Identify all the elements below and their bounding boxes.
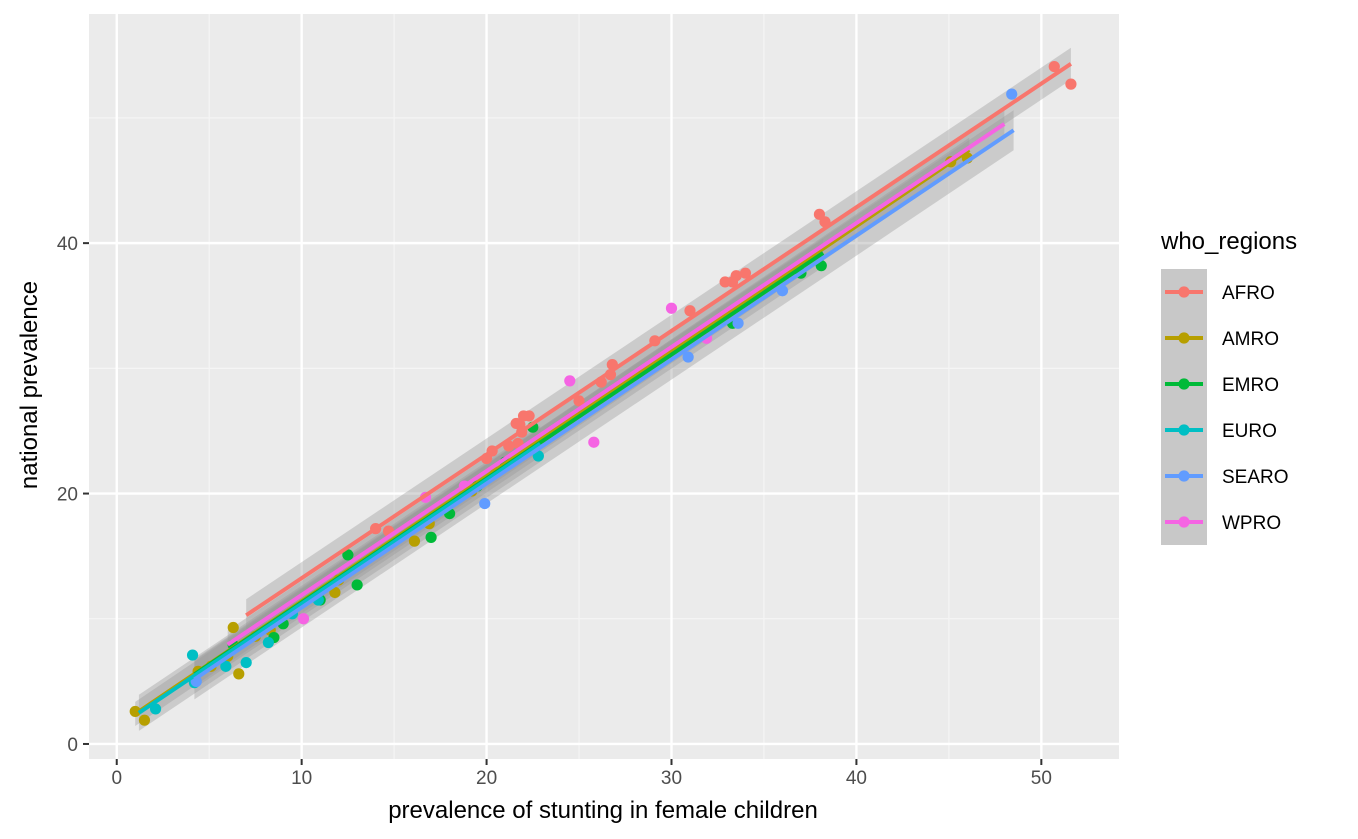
data-point-afro [1048,60,1060,73]
data-point-amro [233,668,245,680]
legend-key-point-emro [1178,378,1190,390]
data-point-wpro [665,302,678,314]
data-point-emro [351,579,363,591]
data-point-euro [262,636,274,649]
data-point-searo [1006,88,1018,100]
y-tick-label: 40 [57,234,78,255]
data-point-afro [517,410,530,422]
data-point-searo [732,317,744,329]
grid-lines [89,14,1119,759]
regression-line-afro [245,62,1073,617]
legend-key-point-searo [1178,470,1190,482]
data-point-wpro [297,613,310,625]
data-point-searo [479,497,491,510]
data-point-afro [739,267,752,279]
data-point-afro [1065,78,1077,90]
data-point-emro [425,531,437,543]
data-point-euro [532,450,544,462]
data-point-euro [186,649,199,661]
data-point-afro [573,395,585,407]
legend-key-point-afro [1178,286,1190,298]
legend-label-amro: AMRO [1222,329,1279,350]
legend-title: who_regions [1160,228,1297,255]
y-tick-label: 20 [57,485,78,506]
data-point-afro [719,276,731,288]
data-point-amro [408,535,421,547]
legend-label-wpro: WPRO [1222,513,1281,534]
data-point-afro [813,208,826,220]
legend-key-point-amro [1178,332,1190,344]
legend-key-point-euro [1178,424,1190,436]
x-tick-label: 10 [291,768,312,789]
data-point-amro [227,621,239,634]
y-axis-title: national prevalence [16,281,43,489]
data-point-euro [149,703,162,715]
data-point-amro [329,586,341,599]
data-point-amro [138,714,151,726]
regression-line-euro [137,442,542,715]
axes: 0 10 20 30 40 50 0 20 40 [57,234,1052,789]
data-point-afro [510,417,522,430]
legend-label-euro: EURO [1222,421,1277,442]
data-point-wpro [564,375,576,387]
legend-label-afro: AFRO [1222,283,1275,304]
x-tick-label: 50 [1031,768,1052,789]
x-tick-label: 30 [661,768,682,789]
y-tick-label: 0 [67,735,78,756]
x-tick-label: 0 [111,768,122,789]
data-point-euro [220,660,232,672]
legend: who_regions AFRO AMRO EMRO EURO SEARO WPRO [1160,228,1297,545]
regression-lines [134,62,1073,716]
data-point-searo [682,351,694,363]
data-point-emro [342,549,354,561]
data-point-afro [684,305,696,317]
x-tick-label: 20 [476,768,497,789]
data-point-euro [240,656,252,669]
legend-label-searo: SEARO [1222,467,1289,488]
legend-key-point-wpro [1178,516,1190,528]
regression-line-wpro [226,122,1006,647]
legend-label-emro: EMRO [1222,375,1279,396]
x-tick-label: 40 [846,768,867,789]
regression-line-searo [193,128,1015,682]
data-point-wpro [588,436,600,448]
x-axis-title: prevalence of stunting in female childre… [388,797,818,824]
